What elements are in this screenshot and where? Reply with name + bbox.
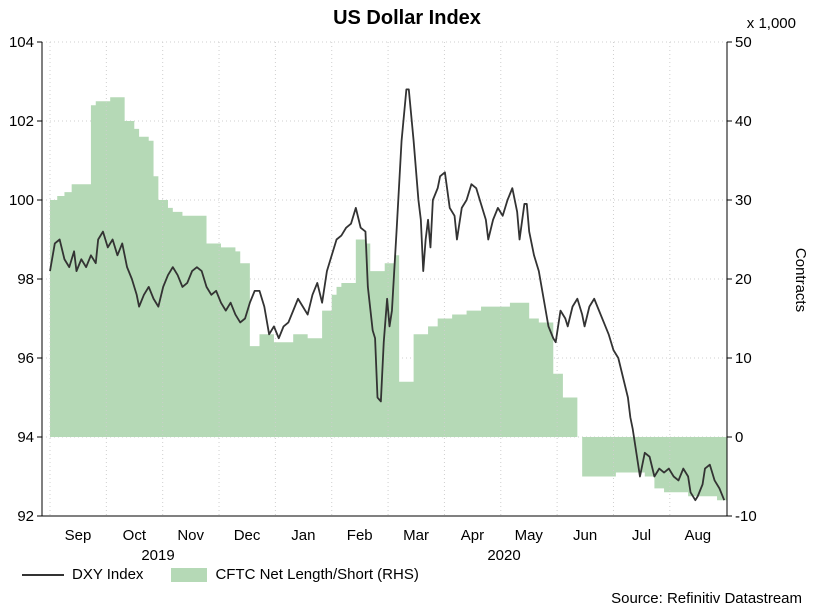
x-year-label: 2019 <box>141 547 174 564</box>
source-note: Source: Refinitiv Datastream <box>611 590 802 607</box>
x-tick-label: Nov <box>177 527 204 544</box>
left-tick-label: 94 <box>17 429 34 446</box>
left-tick-label: 92 <box>17 508 34 525</box>
x-tick-label: Aug <box>684 527 711 544</box>
right-axis-title: Contracts <box>792 248 809 312</box>
right-tick-label: -10 <box>735 508 757 525</box>
x-tick-label: Sep <box>65 527 92 544</box>
x-tick-label: Mar <box>403 527 429 544</box>
x-tick-label: Jul <box>632 527 651 544</box>
x-tick-label: Feb <box>347 527 373 544</box>
right-tick-label: 20 <box>735 271 752 288</box>
legend-label-dxy: DXY Index <box>72 566 144 583</box>
x-tick-label: Apr <box>461 527 484 544</box>
right-tick-label: 30 <box>735 192 752 209</box>
x-tick-label: Oct <box>123 527 147 544</box>
right-tick-label: 0 <box>735 429 743 446</box>
legend: DXY Index CFTC Net Length/Short (RHS) <box>22 566 447 583</box>
right-tick-label: 50 <box>735 34 752 51</box>
left-tick-label: 96 <box>17 350 34 367</box>
x-tick-label: May <box>515 527 544 544</box>
left-tick-label: 102 <box>9 113 34 130</box>
right-tick-label: 10 <box>735 350 752 367</box>
right-axis-unit-label: x 1,000 <box>747 15 796 32</box>
left-tick-label: 98 <box>17 271 34 288</box>
x-tick-label: Jan <box>291 527 315 544</box>
legend-area-swatch <box>171 567 208 582</box>
x-year-label: 2020 <box>487 547 520 564</box>
chart-title: US Dollar Index <box>333 7 481 29</box>
legend-label-cftc: CFTC Net Length/Short (RHS) <box>215 566 419 583</box>
x-tick-label: Jun <box>573 527 597 544</box>
legend-item-cftc: CFTC Net Length/Short (RHS) <box>171 566 419 583</box>
dxy-index-line <box>49 88 726 502</box>
left-tick-label: 100 <box>9 192 34 209</box>
left-tick-label: 104 <box>9 34 34 51</box>
right-tick-label: 40 <box>735 113 752 130</box>
legend-line-swatch <box>22 573 64 576</box>
legend-item-dxy: DXY Index <box>22 566 143 583</box>
x-tick-label: Dec <box>234 527 261 544</box>
